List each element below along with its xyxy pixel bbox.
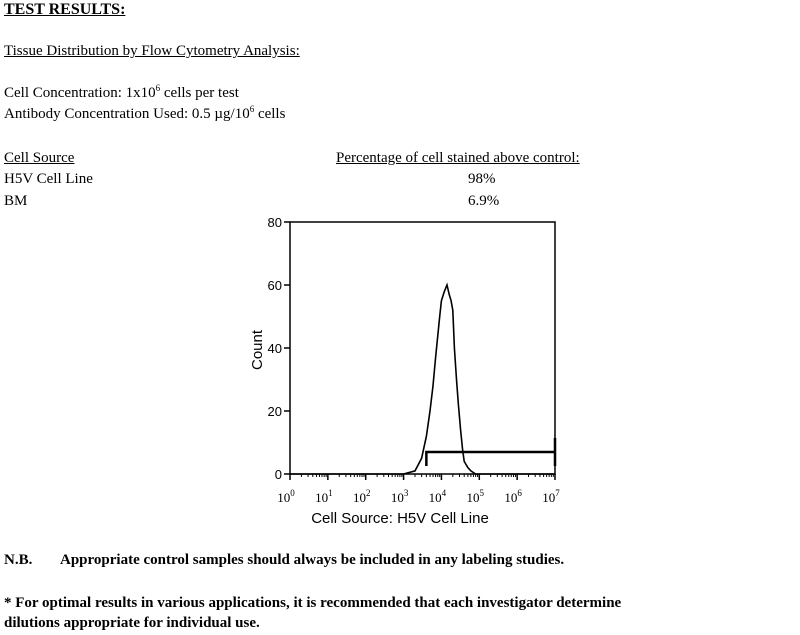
percentage-header: Percentage of cell stained above control… <box>336 150 580 166</box>
x-tick-base: 10 <box>467 490 480 505</box>
x-tick-exp: 0 <box>290 488 295 498</box>
x-tick-label: 105 <box>467 488 485 505</box>
y-tick-label: 80 <box>268 215 282 230</box>
x-tick-exp: 4 <box>442 488 447 498</box>
cell-concentration-prefix: Cell Concentration: 1x10 <box>4 85 156 101</box>
row-source-bm: BM <box>4 193 28 209</box>
antibody-concentration: Antibody Concentration Used: 0.5 µg/106 … <box>4 105 285 123</box>
x-tick-label: 100 <box>277 488 295 505</box>
page-heading: TEST RESULTS: <box>4 1 126 18</box>
cell-concentration-exp: 6 <box>155 83 161 93</box>
nb-text: Appropriate control samples should alway… <box>60 552 565 568</box>
x-tick-exp: 3 <box>404 488 409 498</box>
cell-concentration-suffix: cells per test <box>160 85 239 101</box>
antibody-concentration-prefix: Antibody Concentration Used: 0.5 µg/10 <box>4 106 250 122</box>
histogram-line <box>290 282 555 475</box>
marker-gate <box>425 437 557 466</box>
row-source-h5v: H5V Cell Line <box>4 171 93 187</box>
section-subheading: Tissue Distribution by Flow Cytometry An… <box>4 43 300 59</box>
x-tick-base: 10 <box>429 490 442 505</box>
x-ticks: 100 101 102 103 104 105 106 107 <box>277 474 560 505</box>
row-percent-bm: 6.9% <box>468 193 500 209</box>
plot-frame <box>289 221 556 475</box>
x-tick-label: 104 <box>429 488 447 505</box>
y-tick-label: 20 <box>268 404 282 419</box>
x-tick-base: 10 <box>315 490 328 505</box>
x-tick-base: 10 <box>504 490 517 505</box>
x-tick-label: 103 <box>391 488 409 505</box>
row-percent-h5v: 98% <box>468 171 496 187</box>
y-tick-label: 0 <box>275 467 282 482</box>
x-tick-exp: 1 <box>328 488 333 498</box>
x-axis-label: Cell Source: H5V Cell Line <box>311 510 489 527</box>
nb-label: N.B. <box>4 552 33 568</box>
optimal-results-line2: dilutions appropriate for individual use… <box>4 615 260 631</box>
antibody-concentration-suffix: cells <box>254 106 286 122</box>
antibody-concentration-exp: 6 <box>249 104 255 114</box>
x-tick-exp: 5 <box>480 488 485 498</box>
x-tick-label: 106 <box>504 488 522 505</box>
x-tick-exp: 6 <box>517 488 522 498</box>
x-tick-base: 10 <box>391 490 404 505</box>
y-axis-label: Count <box>249 329 266 370</box>
cell-concentration: Cell Concentration: 1x106 cells per test <box>4 84 239 102</box>
x-tick-base: 10 <box>277 490 290 505</box>
x-tick-label: 102 <box>353 488 371 505</box>
x-tick-label: 107 <box>542 488 560 505</box>
x-tick-exp: 7 <box>555 488 560 498</box>
y-tick-label: 40 <box>268 341 282 356</box>
y-tick-label: 60 <box>268 278 282 293</box>
x-tick-base: 10 <box>542 490 555 505</box>
optimal-results-line1: * For optimal results in various applica… <box>4 595 622 611</box>
cell-source-header: Cell Source <box>4 150 75 166</box>
y-ticks: 0 20 40 60 80 <box>268 215 290 482</box>
x-tick-label: 101 <box>315 488 333 505</box>
x-tick-exp: 2 <box>366 488 371 498</box>
x-tick-base: 10 <box>353 490 366 505</box>
